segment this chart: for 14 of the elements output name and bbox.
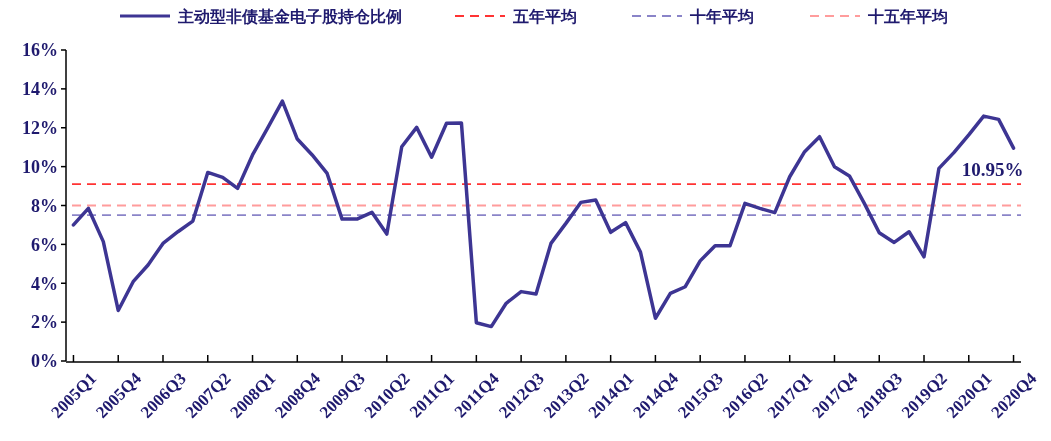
y-tick-label: 8% — [31, 195, 58, 216]
data-label: 10.95% — [961, 159, 1024, 181]
y-tick-label: 10% — [22, 156, 58, 177]
y-tick-label: 14% — [22, 79, 58, 100]
y-tick-label: 4% — [31, 273, 58, 294]
y-tick-label: 12% — [22, 118, 58, 139]
legend-label: 十年平均 — [689, 7, 754, 25]
y-tick-label: 0% — [31, 351, 58, 372]
y-tick-label: 2% — [31, 312, 58, 333]
legend-label: 十五年平均 — [867, 7, 948, 25]
legend-label: 主动型非债基金电子股持仓比例 — [177, 6, 402, 25]
y-tick-label: 16% — [22, 40, 58, 61]
y-tick-label: 6% — [31, 234, 58, 255]
legend-label: 五年平均 — [512, 7, 577, 25]
